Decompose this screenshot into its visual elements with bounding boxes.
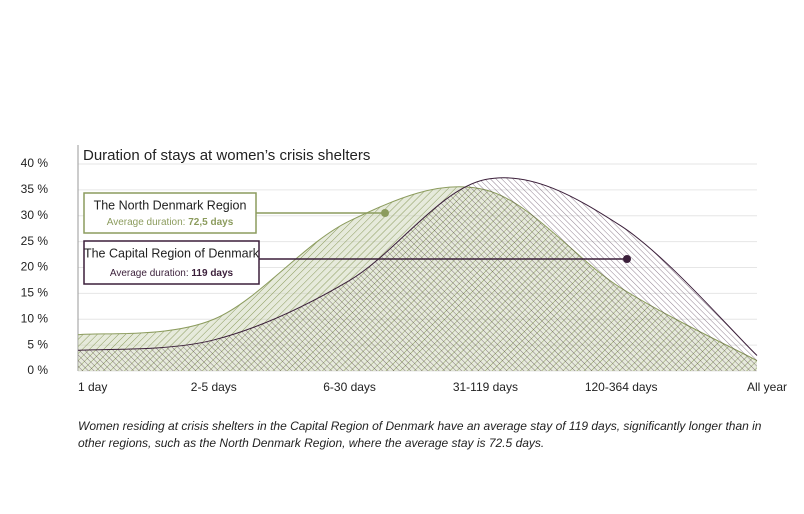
y-tick-label: 10 % (21, 311, 49, 325)
x-tick-label: 6-30 days (323, 380, 376, 394)
y-tick-label: 40 % (21, 156, 49, 170)
connector-dot (381, 209, 389, 217)
y-tick-label: 15 % (21, 286, 49, 300)
legend-note: Average duration: 72,5 days (107, 217, 234, 228)
x-tick-label: 2-5 days (191, 380, 237, 394)
legend-label: The Capital Region of Denmark (84, 246, 260, 260)
area (78, 177, 757, 371)
legend-label: The North Denmark Region (94, 198, 247, 212)
x-tick-label: All year (747, 380, 787, 394)
x-tick-label: 120-364 days (585, 380, 658, 394)
legend-box (83, 192, 257, 234)
legend-note: Average duration: 119 days (110, 268, 234, 279)
y-tick-label: 0 % (27, 363, 48, 377)
y-tick-label: 25 % (21, 234, 49, 248)
footnote: Women residing at crisis shelters in the… (78, 419, 762, 450)
y-tick-label: 20 % (21, 260, 49, 274)
y-tick-label: 5 % (27, 337, 48, 351)
area-line (77, 177, 758, 356)
legend-box (83, 240, 260, 285)
note-value: 72,5 days (188, 217, 233, 228)
x-tick-label: 1 day (78, 380, 107, 394)
y-tick-label: 30 % (21, 208, 49, 222)
note-label: Average duration: (107, 217, 186, 228)
note-label: Average duration: (110, 268, 189, 279)
y-tick-label: 35 % (21, 182, 49, 196)
x-tick-label: 31-119 days (453, 380, 518, 394)
chart-title: Duration of stays at women’s crisis shel… (83, 147, 370, 164)
note-value: 119 days (191, 268, 233, 279)
connector-dot (623, 255, 631, 263)
